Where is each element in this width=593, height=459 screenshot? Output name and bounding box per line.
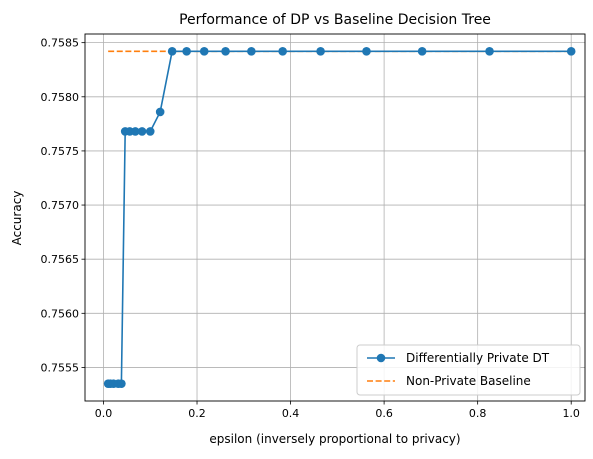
y-tick-label: 0.7575 (41, 145, 80, 158)
data-point-dp (247, 47, 256, 56)
y-tick-label: 0.7585 (41, 37, 80, 50)
x-tick-label: 0.6 (375, 407, 393, 420)
data-point-dp (221, 47, 230, 56)
data-point-dp (182, 47, 191, 56)
data-point-dp (316, 47, 325, 56)
data-point-dp (155, 107, 165, 117)
y-tick-label: 0.7555 (41, 361, 80, 374)
y-tick-label: 0.7560 (41, 307, 80, 320)
x-tick-label: 1.0 (562, 407, 580, 420)
legend: Differentially Private DT Non-Private Ba… (356, 344, 581, 396)
x-tick-label: 0.8 (469, 407, 487, 420)
data-point-dp (362, 47, 371, 56)
axes: 0.0 0.2 0.4 0.6 0.8 1.0 0.7555 0.7560 0.7565 0.75… (41, 37, 580, 420)
legend-label-baseline: Non-Private Baseline (406, 374, 531, 388)
legend-box (356, 344, 581, 396)
y-axis-label: Accuracy (10, 191, 24, 246)
y-tick-label: 0.7580 (41, 91, 80, 104)
legend-marker-dp (376, 353, 386, 363)
plot-frame (84, 33, 586, 402)
x-axis-label: epsilon (inversely proportional to priva… (209, 432, 460, 446)
data-point-dp (417, 47, 427, 56)
series-layer (103, 47, 576, 388)
data-point-dp (117, 379, 126, 388)
x-tick-label: 0.2 (188, 407, 206, 420)
data-point-dp (566, 47, 576, 56)
data-point-dp (167, 47, 177, 56)
x-tick-label: 0.4 (282, 407, 300, 420)
data-point-dp (137, 127, 147, 136)
grid (85, 34, 585, 401)
data-point-dp (199, 47, 209, 56)
y-tick-label: 0.7570 (41, 199, 80, 212)
y-tick-label: 0.7565 (41, 253, 80, 266)
legend-label-dp: Differentially Private DT (406, 351, 550, 365)
data-point-dp (278, 47, 287, 56)
chart-title: Performance of DP vs Baseline Decision T… (179, 12, 491, 28)
x-tick-label: 0.0 (95, 407, 113, 420)
data-point-dp (145, 127, 155, 136)
data-point-dp (485, 47, 494, 56)
data-point-dp (131, 127, 140, 136)
